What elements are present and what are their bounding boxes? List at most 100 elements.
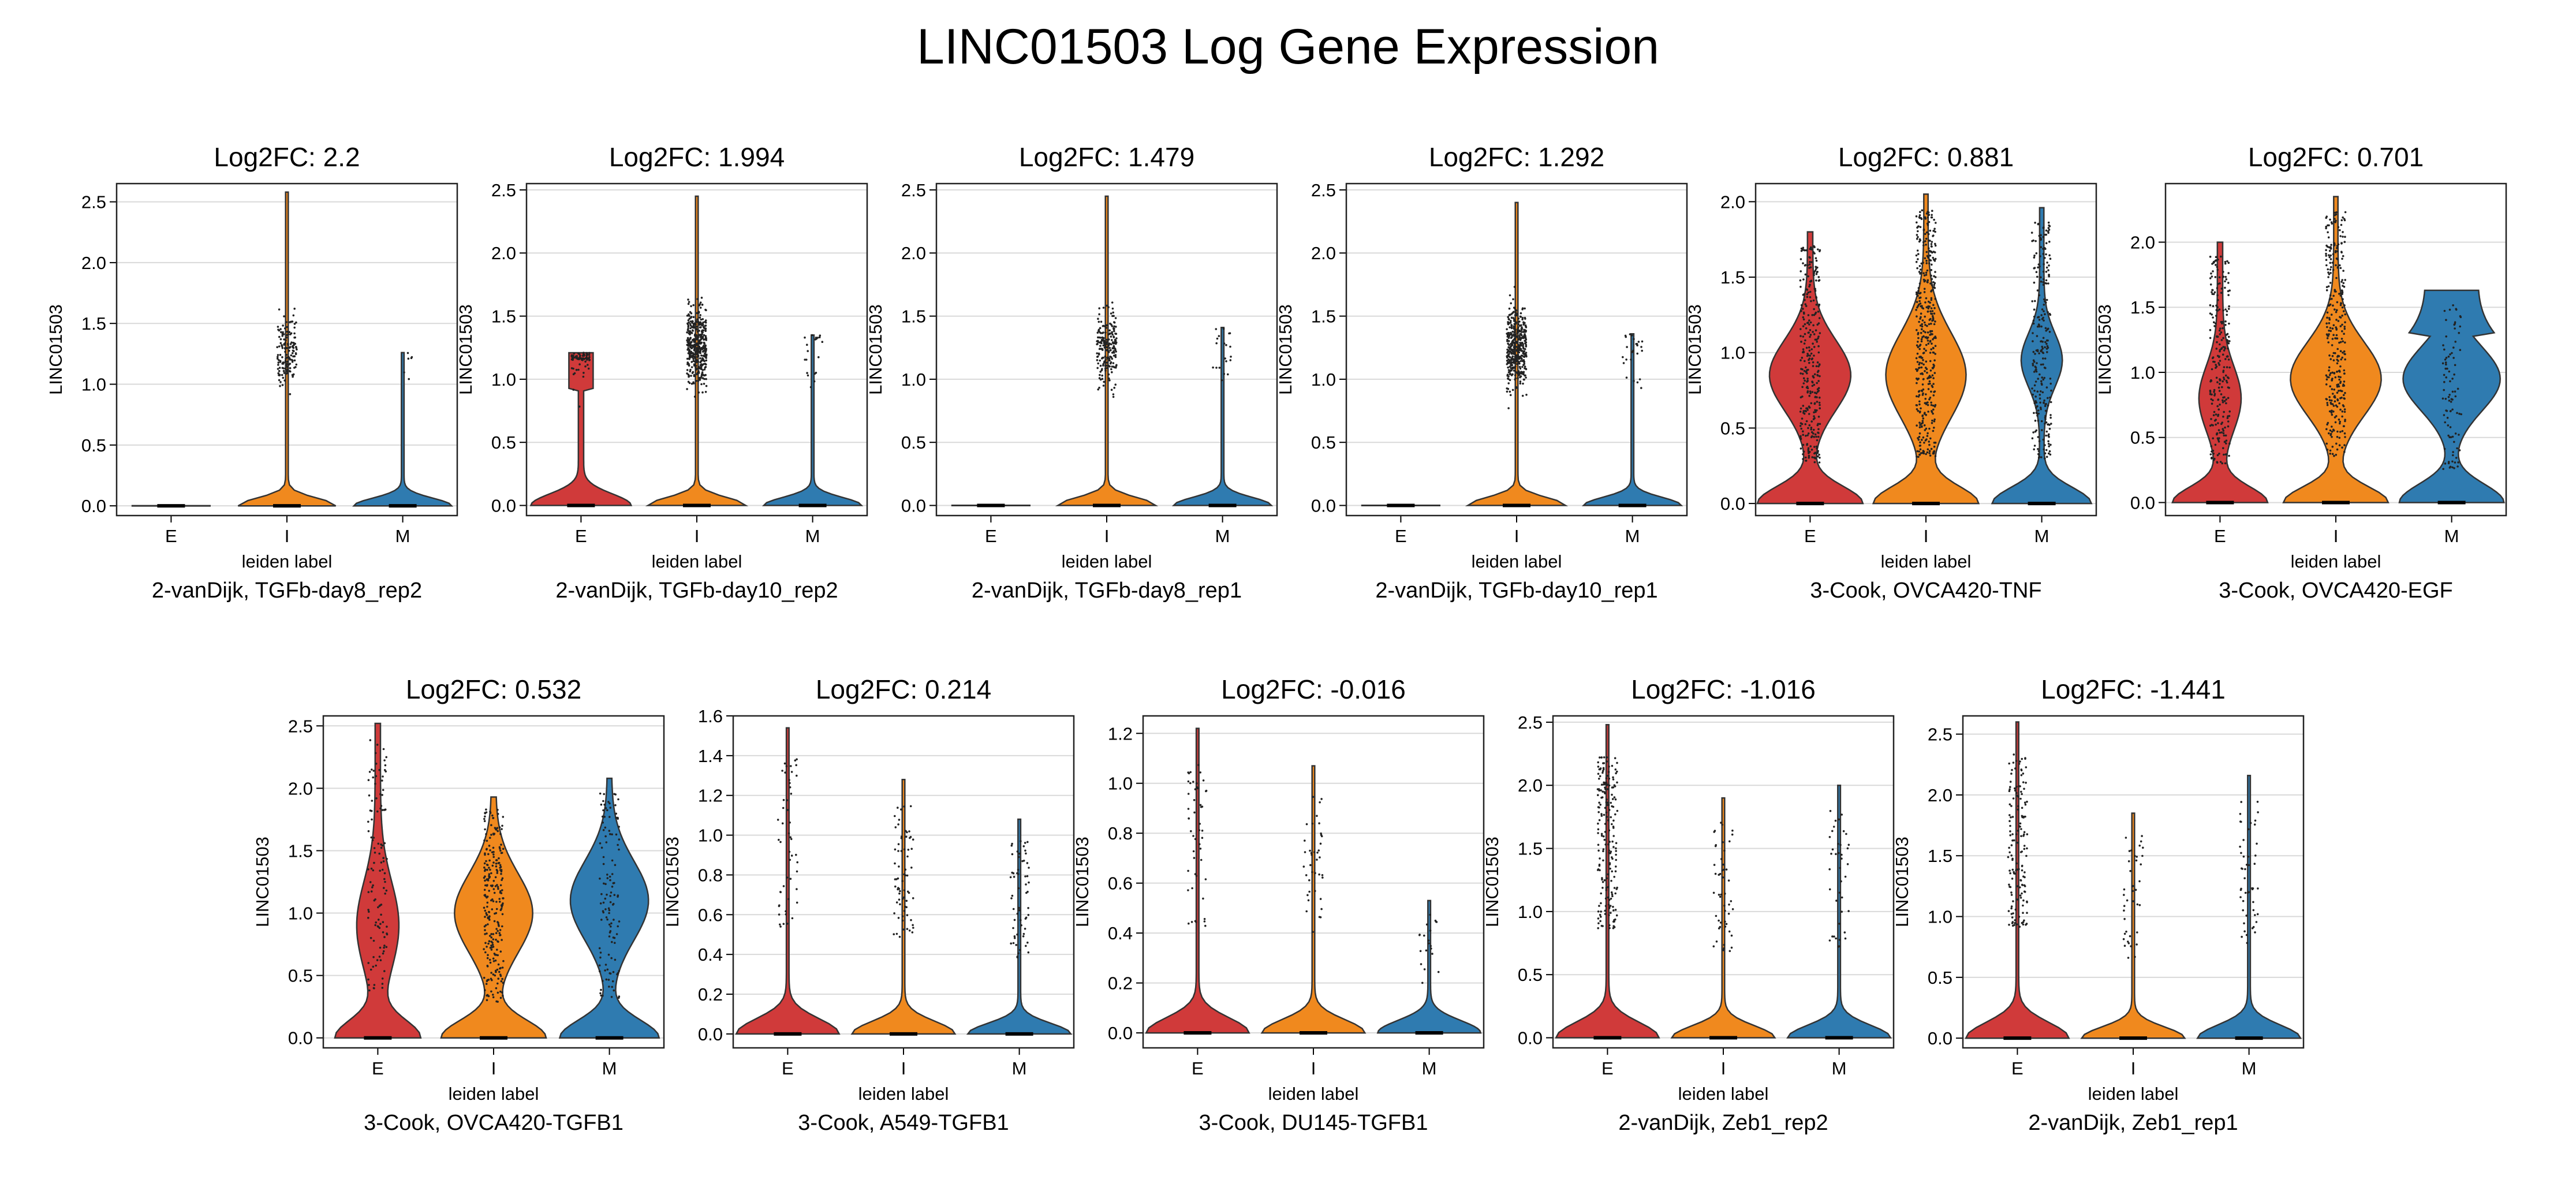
data-point (2032, 319, 2035, 322)
data-point (583, 372, 585, 374)
data-point (2227, 359, 2230, 361)
data-point (1805, 305, 1808, 307)
data-point (2342, 352, 2344, 354)
data-point (2033, 412, 2035, 415)
data-point (2334, 337, 2336, 339)
data-point (1511, 373, 1514, 376)
data-point (689, 324, 692, 327)
data-point (789, 782, 791, 785)
data-point (1801, 372, 1804, 375)
data-point (1519, 380, 1522, 383)
data-point (1934, 244, 1937, 247)
data-point (2327, 276, 2329, 278)
data-point (2340, 358, 2342, 361)
data-point (2244, 891, 2247, 894)
data-point (1107, 356, 1110, 359)
data-point (2215, 256, 2217, 259)
data-point (492, 960, 495, 962)
y-tick-label: 0.2 (1108, 973, 1133, 994)
data-point (1918, 292, 1921, 295)
data-point (486, 999, 488, 1002)
data-point (1097, 362, 1099, 365)
data-point (2011, 833, 2014, 835)
data-point (2211, 293, 2213, 296)
y-tick-label: 1.0 (1311, 369, 1336, 390)
data-point (1816, 424, 1819, 427)
data-point (1610, 879, 1612, 882)
data-point (1099, 378, 1102, 381)
data-point (2021, 807, 2024, 809)
data-point (2223, 434, 2226, 437)
y-tick-label: 1.2 (1108, 723, 1133, 744)
data-point (1926, 281, 1929, 283)
data-point (375, 921, 377, 924)
data-point (1925, 297, 1928, 300)
y-tick-label: 0.0 (1311, 496, 1336, 516)
data-point (1932, 338, 1934, 341)
data-point (484, 828, 486, 831)
data-point (2335, 211, 2338, 214)
data-point (1810, 427, 1813, 429)
data-point (1802, 247, 1805, 249)
data-point (2022, 921, 2025, 923)
data-point (2011, 916, 2014, 919)
data-point (903, 805, 905, 808)
data-point (2217, 386, 2220, 389)
data-point (1607, 843, 1610, 846)
data-point (1923, 288, 1926, 290)
data-point (1604, 909, 1607, 912)
data-point (2024, 803, 2027, 806)
data-point (2325, 215, 2328, 218)
data-point (483, 818, 486, 820)
data-point (1800, 447, 1802, 450)
data-point (2031, 437, 2034, 439)
data-point (1598, 864, 1601, 867)
data-point (2043, 399, 2045, 402)
data-point (2019, 879, 2022, 882)
data-point (1099, 359, 1101, 362)
data-point (1927, 448, 1929, 451)
data-point (1507, 375, 1510, 378)
data-point (2327, 285, 2330, 288)
data-point (1614, 892, 1616, 895)
data-point (484, 929, 486, 931)
data-point (573, 352, 576, 355)
data-point (910, 848, 913, 850)
y-tick-label: 0.0 (81, 496, 106, 516)
y-axis-label: LINC01503 (1072, 837, 1092, 927)
data-point (496, 813, 499, 815)
data-point (1196, 787, 1199, 790)
data-point (1514, 320, 1517, 322)
data-point (1815, 329, 1817, 331)
data-point (491, 885, 494, 887)
data-point (1099, 348, 1101, 350)
data-point (1199, 771, 1201, 774)
x-tick-label: M (805, 526, 820, 546)
data-point (1927, 233, 1930, 236)
data-point (2343, 218, 2346, 221)
data-point (600, 846, 603, 849)
data-point (1715, 844, 1717, 846)
data-point (1615, 850, 1617, 852)
data-point (1802, 458, 1804, 460)
data-point (2451, 435, 2454, 438)
data-point (2130, 849, 2133, 852)
data-point (1509, 394, 1512, 397)
data-point (485, 983, 488, 985)
data-point (1607, 904, 1610, 906)
data-point (502, 960, 505, 962)
data-point (499, 884, 502, 887)
data-point (1806, 372, 1808, 375)
data-point (686, 315, 689, 317)
data-point (1920, 331, 1922, 334)
data-point (2213, 393, 2216, 395)
x-axis-label: leiden label (2088, 1084, 2179, 1104)
data-point (2049, 401, 2052, 404)
data-point (1723, 868, 1725, 871)
data-point (2044, 248, 2047, 250)
data-point (692, 323, 695, 325)
y-tick-label: 1.5 (1311, 307, 1336, 327)
data-point (2338, 341, 2340, 344)
data-point (2330, 266, 2332, 268)
